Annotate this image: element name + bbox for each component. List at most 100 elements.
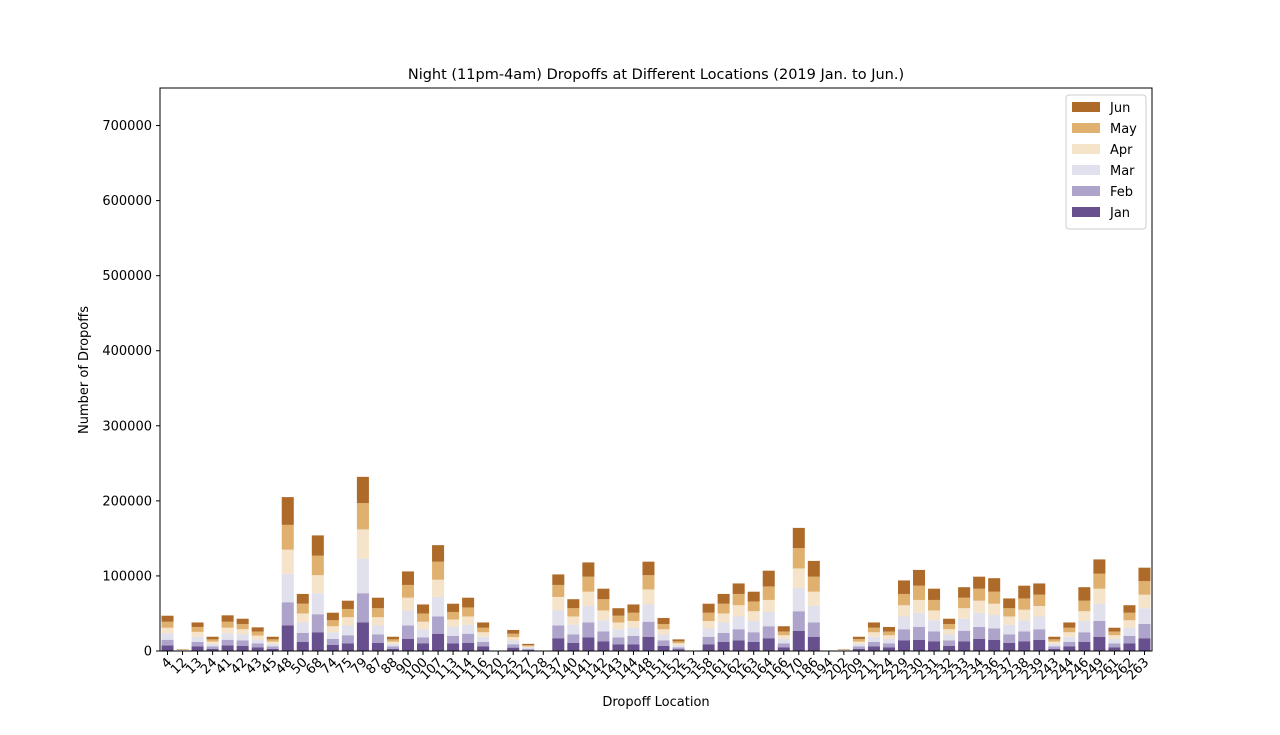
bar-jun-231 — [928, 589, 940, 600]
bar-feb-152 — [673, 647, 685, 649]
bar-jun-114 — [462, 598, 474, 608]
bar-may-4 — [162, 622, 174, 628]
bar-may-143 — [612, 616, 624, 623]
bar-may-229 — [898, 594, 910, 605]
bar-feb-234 — [973, 627, 985, 639]
bar-jan-239 — [1033, 640, 1045, 651]
bar-mar-74 — [327, 632, 339, 639]
bar-apr-50 — [297, 613, 309, 622]
bar-jun-107 — [432, 545, 444, 562]
bar-jan-164 — [763, 638, 775, 651]
bar-mar-161 — [718, 622, 730, 633]
bar-jan-79 — [357, 622, 369, 651]
bar-may-148 — [642, 575, 654, 589]
bar-may-166 — [778, 631, 790, 635]
bar-feb-233 — [958, 631, 970, 642]
bar-may-238 — [1018, 598, 1030, 609]
bar-mar-140 — [567, 625, 579, 635]
bar-apr-45 — [267, 642, 279, 644]
bar-mar-42 — [237, 634, 249, 640]
bar-mar-152 — [673, 645, 685, 647]
bar-apr-151 — [658, 629, 670, 634]
bar-jan-144 — [627, 644, 639, 651]
bar-mar-48 — [282, 574, 294, 603]
legend-swatch-jun — [1072, 102, 1100, 112]
bar-feb-224 — [883, 643, 895, 647]
bar-apr-48 — [282, 550, 294, 574]
bar-jun-211 — [868, 622, 880, 627]
bar-jan-114 — [462, 643, 474, 651]
bar-feb-237 — [1003, 634, 1015, 642]
bar-jun-87 — [372, 598, 384, 609]
bar-mar-262 — [1123, 628, 1135, 636]
bar-feb-107 — [432, 616, 444, 633]
bar-apr-261 — [1108, 635, 1120, 639]
chart-title: Night (11pm-4am) Dropoffs at Different L… — [408, 67, 904, 83]
legend-label-mar: Mar — [1110, 164, 1135, 179]
bar-apr-243 — [1048, 642, 1060, 644]
bar-apr-229 — [898, 605, 910, 616]
bar-mar-24 — [207, 644, 219, 647]
y-axis-label: Number of Dropoffs — [77, 306, 92, 434]
bar-may-45 — [267, 639, 279, 641]
bar-mar-237 — [1003, 625, 1015, 635]
bar-jun-141 — [582, 562, 594, 576]
bar-jun-158 — [703, 604, 715, 613]
bar-jan-186 — [808, 637, 820, 651]
bar-apr-125 — [507, 637, 519, 640]
bar-may-141 — [582, 577, 594, 592]
bar-feb-127 — [522, 649, 534, 650]
bar-feb-249 — [1093, 621, 1105, 637]
bar-jan-90 — [402, 639, 414, 651]
bar-feb-50 — [297, 633, 309, 642]
bar-apr-144 — [627, 621, 639, 628]
bar-mar-79 — [357, 559, 369, 594]
bar-jan-141 — [582, 637, 594, 651]
bar-mar-114 — [462, 625, 474, 634]
bar-jan-170 — [793, 631, 805, 651]
bar-may-158 — [703, 613, 715, 621]
bar-jun-236 — [988, 578, 1000, 592]
bar-jan-238 — [1018, 641, 1030, 651]
bar-apr-166 — [778, 635, 790, 639]
bar-mar-163 — [748, 621, 760, 632]
bar-feb-48 — [282, 602, 294, 625]
bar-jun-79 — [357, 477, 369, 503]
bar-feb-113 — [447, 636, 459, 644]
bar-apr-158 — [703, 621, 715, 629]
bar-jan-237 — [1003, 643, 1015, 651]
bar-mar-236 — [988, 615, 1000, 629]
bar-feb-137 — [552, 625, 564, 638]
bar-may-68 — [312, 556, 324, 576]
bar-mar-116 — [477, 637, 489, 642]
bar-may-100 — [417, 613, 429, 621]
bar-may-113 — [447, 612, 459, 620]
bar-may-87 — [372, 608, 384, 617]
bar-may-237 — [1003, 608, 1015, 616]
bar-jun-90 — [402, 571, 414, 585]
bar-apr-88 — [387, 642, 399, 644]
bar-feb-170 — [793, 611, 805, 631]
bar-may-209 — [853, 639, 865, 642]
bar-apr-246 — [1078, 611, 1090, 621]
bar-may-211 — [868, 628, 880, 633]
bar-apr-186 — [808, 592, 820, 606]
bar-mar-209 — [853, 644, 865, 647]
bar-jun-224 — [883, 627, 895, 632]
bar-jan-232 — [943, 646, 955, 651]
bar-apr-143 — [612, 622, 624, 629]
bar-jan-41 — [222, 645, 234, 651]
y-tick-label: 500000 — [102, 269, 152, 284]
bar-apr-231 — [928, 610, 940, 620]
bar-may-50 — [297, 604, 309, 614]
bar-apr-232 — [943, 629, 955, 634]
bar-feb-90 — [402, 625, 414, 639]
bar-jan-43 — [252, 647, 264, 651]
bar-feb-43 — [252, 643, 264, 647]
bar-jun-50 — [297, 594, 309, 604]
bar-feb-116 — [477, 642, 489, 647]
bar-jan-211 — [868, 647, 880, 652]
bar-mar-107 — [432, 597, 444, 617]
bar-jan-161 — [718, 642, 730, 651]
